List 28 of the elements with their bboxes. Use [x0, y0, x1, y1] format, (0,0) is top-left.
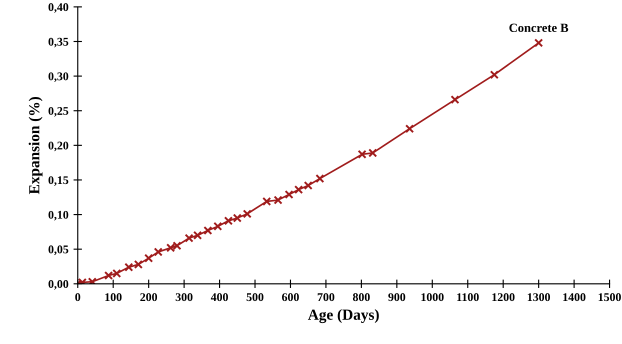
x-tick-label: 1300: [528, 293, 550, 302]
x-tick-label: 1400: [563, 293, 586, 302]
x-tick-label: 0: [75, 293, 80, 302]
x-axis-title: Age (Days): [308, 309, 379, 324]
x-tick-label: 700: [318, 293, 334, 302]
x-tick-label: 500: [246, 293, 264, 302]
x-tick-label: 200: [140, 293, 158, 302]
y-axis-title: Expansion (%): [28, 96, 43, 194]
x-tick-label: 800: [352, 293, 370, 302]
x-tick-label: 1000: [421, 293, 444, 302]
series-label: Concrete B: [509, 24, 568, 32]
x-tick-label: 1500: [598, 293, 621, 302]
y-tick-label: 0,10: [48, 210, 68, 220]
x-tick-label: 100: [105, 293, 122, 302]
x-tick-label: 1200: [492, 293, 515, 302]
y-tick-label: 0,40: [48, 3, 68, 13]
y-tick-label: 0,00: [48, 280, 68, 290]
y-tick-label: 0,25: [48, 106, 68, 117]
y-tick-label: 0,35: [48, 38, 68, 48]
x-tick-label: 600: [282, 293, 299, 302]
y-tick-label: 0,20: [48, 142, 68, 152]
y-tick-label: 0,30: [48, 72, 68, 82]
y-tick-label: 0,05: [48, 245, 68, 256]
x-tick-label: 300: [176, 293, 193, 302]
x-tick-label: 900: [388, 293, 406, 302]
x-tick-label: 400: [210, 293, 228, 302]
y-tick-label: 0,15: [48, 176, 68, 186]
x-tick-label: 1100: [457, 293, 479, 302]
